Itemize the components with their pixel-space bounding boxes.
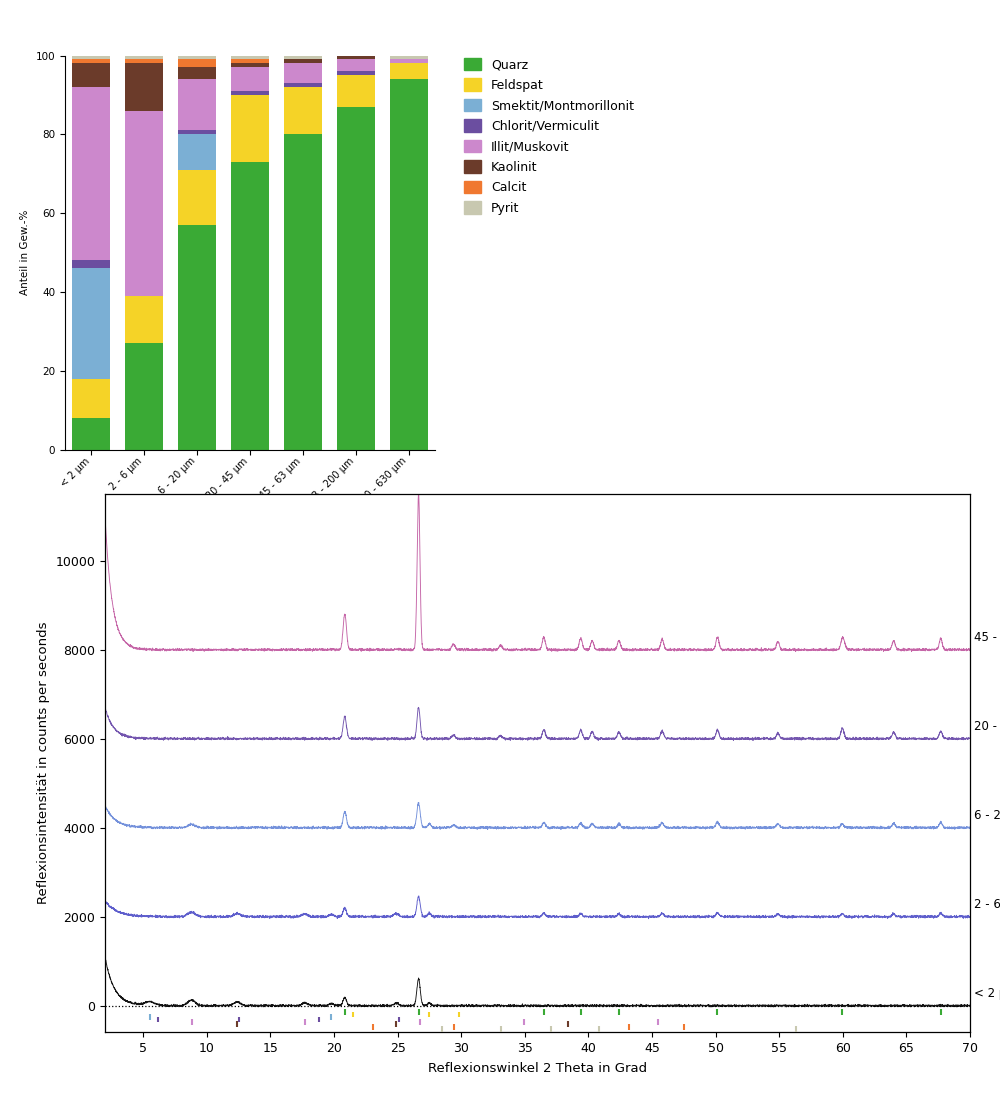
Bar [72,269,110,379]
Bar [178,56,216,60]
Bar [231,91,269,94]
Bar [337,71,375,75]
Bar [178,225,216,450]
Bar [231,94,269,162]
Text: < 2 µm: < 2 µm [974,987,1000,1000]
Bar [231,60,269,63]
Bar [178,79,216,130]
Bar [178,68,216,79]
Bar [337,56,375,60]
Bar [178,170,216,225]
Bar [178,60,216,68]
Bar [72,87,110,261]
Bar [390,63,428,79]
Bar [231,63,269,68]
Bar [284,60,322,63]
Bar [231,68,269,91]
Bar [337,75,375,107]
Text: 2 - 6 µm: 2 - 6 µm [974,898,1000,910]
Bar [284,63,322,83]
Bar [390,79,428,450]
Text: 6 - 20 µm: 6 - 20 µm [974,809,1000,821]
Bar [72,261,110,269]
X-axis label: Reflexionswinkel 2 Theta in Grad: Reflexionswinkel 2 Theta in Grad [428,1062,647,1074]
Bar [337,60,375,71]
Bar [178,130,216,134]
Y-axis label: Anteil in Gew.-%: Anteil in Gew.-% [20,210,30,295]
Y-axis label: Reflexionsintensität in counts per seconds: Reflexionsintensität in counts per secon… [37,622,50,905]
Bar [284,134,322,450]
Bar [231,162,269,450]
Bar [72,60,110,63]
Bar [125,111,163,296]
Bar [284,56,322,60]
Bar [284,87,322,134]
Bar [72,63,110,87]
Bar [284,83,322,87]
Bar [72,56,110,60]
Bar [72,379,110,418]
Text: 45 - 63 µm: 45 - 63 µm [974,630,1000,644]
Bar [72,418,110,450]
Bar [390,56,428,60]
Bar [125,56,163,60]
Bar [125,60,163,63]
Bar [231,56,269,60]
Text: 20 - 45 µm: 20 - 45 µm [974,719,1000,733]
Legend: Quarz, Feldspat, Smektit/Montmorillonit, Chlorit/Vermiculit, Illit/Muskovit, Kao: Quarz, Feldspat, Smektit/Montmorillonit,… [460,54,638,219]
Bar [125,296,163,343]
Bar [125,63,163,111]
Bar [178,134,216,170]
Bar [337,107,375,450]
Bar [390,60,428,63]
Bar [125,343,163,450]
